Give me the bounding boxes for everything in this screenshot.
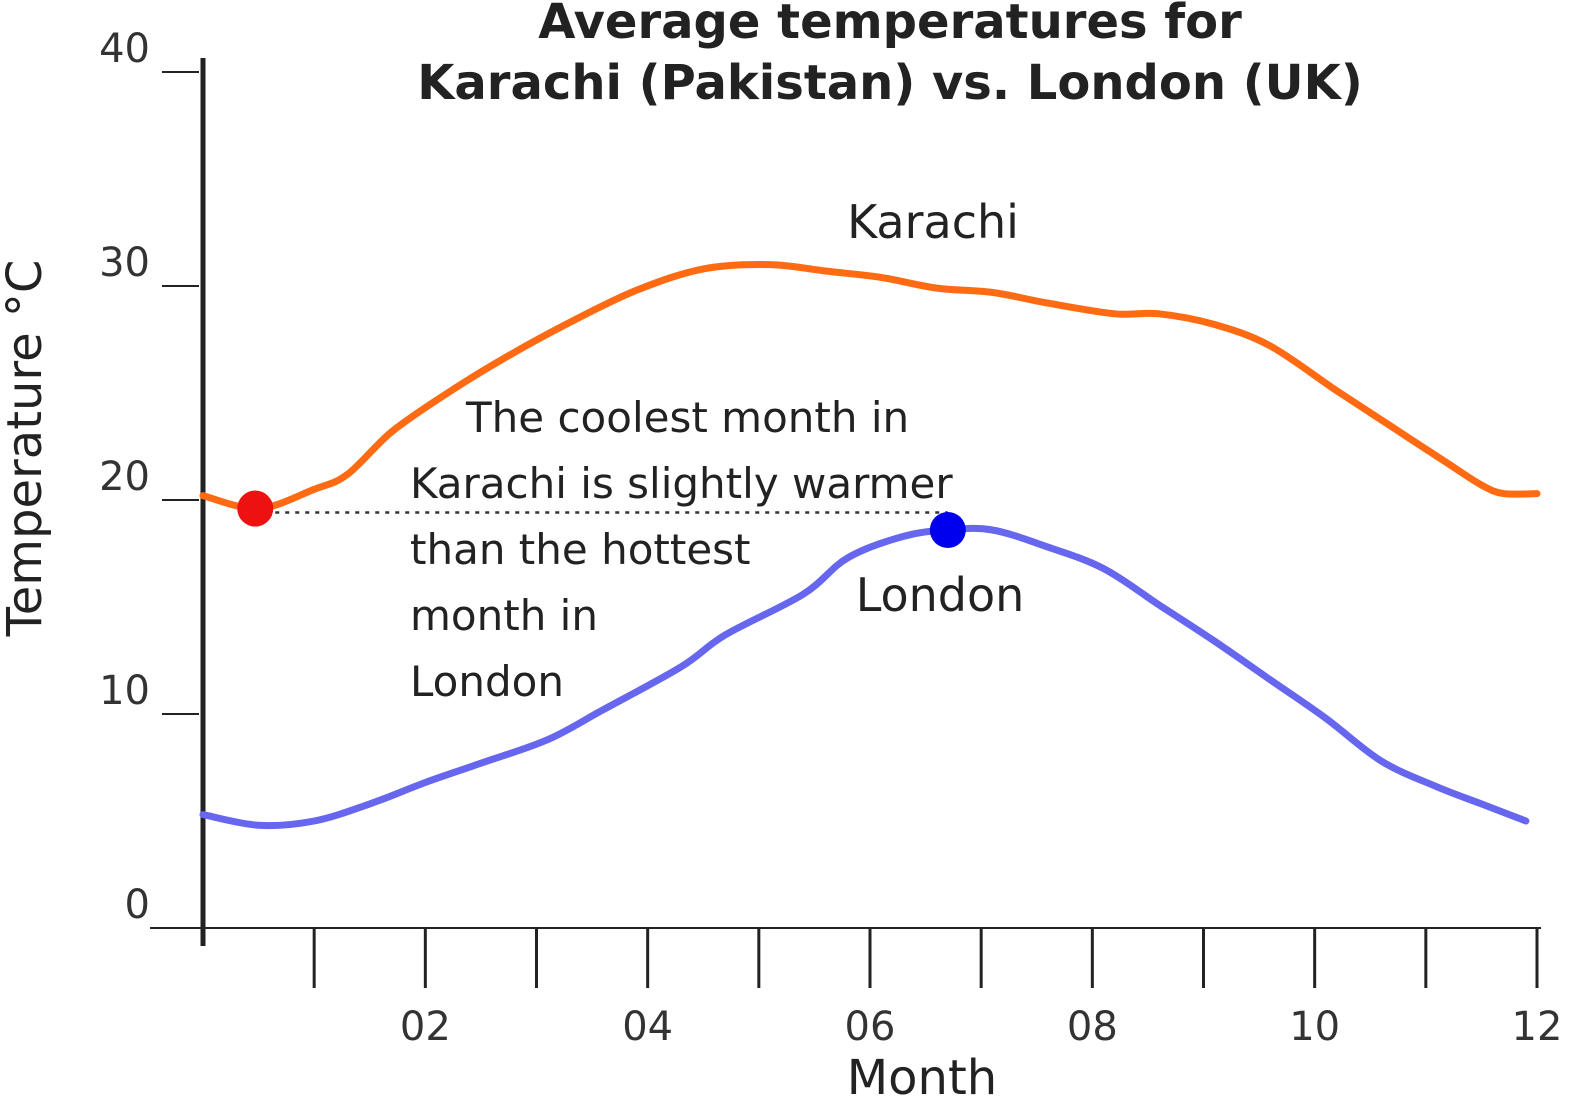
- annotation-line-4: month in: [410, 591, 598, 640]
- annotation-line-5: London: [410, 657, 564, 706]
- x-tick-label: 02: [400, 1004, 451, 1050]
- annotation-note: The coolest month in Karachi is slightly…: [410, 393, 953, 706]
- x-tick-label: 04: [622, 1004, 673, 1050]
- x-axis-ticks: 02 04 06 08 10 12: [312, 928, 1563, 1050]
- y-axis-title: Temperature °C: [0, 260, 53, 638]
- x-tick-label: 10: [1289, 1004, 1340, 1050]
- series-label-karachi: Karachi: [847, 195, 1019, 249]
- series-lines: [199, 260, 1541, 830]
- y-tick-label: 0: [125, 882, 150, 928]
- annotation-line-2: Karachi is slightly warmer: [410, 459, 953, 508]
- y-tick-label: 10: [99, 668, 150, 714]
- y-tick-label: 40: [99, 26, 150, 72]
- series-line-london: [199, 524, 1530, 830]
- y-tick-label: 30: [99, 240, 150, 286]
- highlight-points: [237, 490, 966, 548]
- series-label-london: London: [856, 568, 1025, 622]
- x-tick-label: 08: [1067, 1004, 1118, 1050]
- annotation-line-1: The coolest month in: [465, 393, 909, 442]
- x-tick-label: 06: [845, 1004, 896, 1050]
- series-line-karachi: [199, 260, 1541, 513]
- x-tick-label: 12: [1512, 1004, 1563, 1050]
- y-tick-label: 20: [99, 454, 150, 500]
- chart-title-line-1: Average temperatures for: [538, 0, 1242, 50]
- highlight-point-london: [929, 511, 966, 548]
- annotation-line-3: than the hottest: [410, 525, 751, 574]
- y-axis-ticks: 0 10 20 30 40: [99, 26, 199, 928]
- axes: [150, 58, 1541, 946]
- highlight-point-karachi: [237, 490, 274, 527]
- chart-title-line-2: Karachi (Pakistan) vs. London (UK): [417, 55, 1363, 111]
- x-axis-title: Month: [847, 1050, 997, 1102]
